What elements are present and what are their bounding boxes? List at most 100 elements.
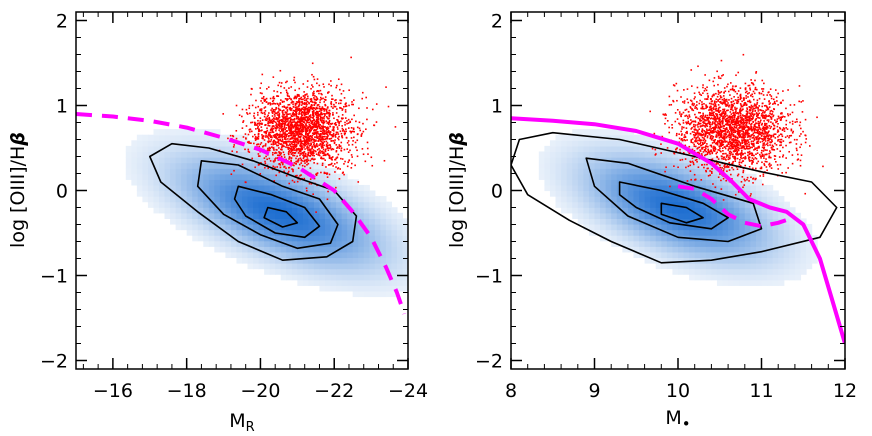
agn-point (311, 126, 314, 129)
density-cell (347, 190, 354, 197)
agn-point (313, 78, 316, 81)
agn-point (328, 156, 331, 158)
density-cell (308, 279, 315, 286)
density-cell (186, 196, 193, 203)
density-cell (341, 285, 348, 292)
agn-point (305, 187, 308, 190)
agn-point (319, 127, 322, 129)
agn-point (800, 154, 803, 156)
density-cell (627, 129, 635, 136)
agn-point (318, 110, 321, 113)
density-cell (197, 179, 204, 186)
density-cell (650, 179, 657, 186)
density-cell (402, 235, 408, 242)
agn-point (704, 115, 707, 118)
agn-point (311, 120, 313, 123)
agn-point (686, 130, 688, 133)
density-cell (722, 223, 729, 231)
density-cell (313, 218, 321, 225)
agn-point (323, 112, 325, 115)
agn-point (319, 101, 321, 104)
density-cell (672, 201, 679, 208)
agn-point (316, 126, 318, 128)
agn-point (295, 96, 297, 99)
agn-point (769, 156, 771, 159)
density-cell (347, 263, 354, 270)
density-cell (385, 223, 392, 231)
density-cell (611, 140, 618, 147)
agn-point (344, 132, 347, 135)
agn-point (721, 147, 724, 150)
density-cell (722, 179, 729, 186)
agn-point (731, 123, 734, 126)
agn-point (253, 121, 256, 124)
agn-point (327, 144, 329, 147)
density-cell (633, 218, 640, 225)
agn-point (296, 126, 298, 129)
density-cell (789, 218, 796, 225)
agn-point (293, 143, 295, 146)
density-cell (733, 207, 740, 214)
density-cell (633, 157, 640, 164)
agn-point (316, 148, 319, 151)
agn-point (336, 131, 339, 134)
agn-point (290, 149, 293, 151)
density-cell (164, 173, 171, 180)
agn-point (715, 130, 717, 133)
agn-point (255, 138, 257, 140)
agn-point (336, 161, 338, 164)
density-cell (694, 168, 701, 175)
density-cell (125, 162, 132, 169)
density-cell (733, 263, 740, 270)
density-cell (611, 162, 618, 169)
density-cell (175, 129, 182, 136)
density-cell (385, 229, 392, 236)
density-cell (319, 285, 326, 292)
agn-point (300, 142, 302, 145)
agn-point (331, 122, 334, 125)
density-cell (280, 184, 287, 192)
density-cell (275, 263, 282, 270)
agn-point (691, 126, 693, 129)
density-cell (291, 235, 298, 242)
density-cell (666, 179, 674, 186)
density-cell (755, 190, 763, 197)
agn-point (315, 132, 317, 134)
density-cell (164, 168, 171, 175)
agn-point (261, 73, 264, 76)
agn-point (317, 137, 319, 139)
agn-point (301, 145, 303, 147)
density-cell (778, 201, 785, 208)
agn-point (717, 130, 720, 133)
agn-point (300, 113, 303, 115)
agn-point (330, 140, 332, 142)
agn-point (315, 122, 317, 125)
agn-point (319, 115, 321, 117)
density-cell (600, 184, 607, 192)
density-cell (739, 279, 746, 286)
density-cell (644, 235, 651, 242)
agn-point (356, 155, 359, 158)
density-cell (750, 184, 757, 192)
agn-point (321, 121, 324, 124)
density-cell (197, 201, 204, 208)
agn-point (270, 121, 272, 124)
agn-point (292, 127, 295, 129)
agn-point (699, 134, 701, 136)
agn-point (339, 99, 342, 102)
agn-point (274, 109, 276, 111)
density-cell (253, 212, 260, 219)
agn-point (795, 143, 798, 145)
agn-point (350, 162, 353, 165)
density-cell (555, 179, 562, 186)
agn-point (265, 119, 268, 122)
density-cell (611, 129, 618, 136)
agn-point (292, 170, 294, 173)
agn-point (705, 131, 707, 134)
agn-point (328, 154, 331, 157)
density-cell (380, 279, 387, 286)
density-cell (136, 162, 143, 169)
density-cell (761, 218, 768, 225)
density-cell (385, 218, 392, 225)
agn-point (345, 137, 348, 139)
